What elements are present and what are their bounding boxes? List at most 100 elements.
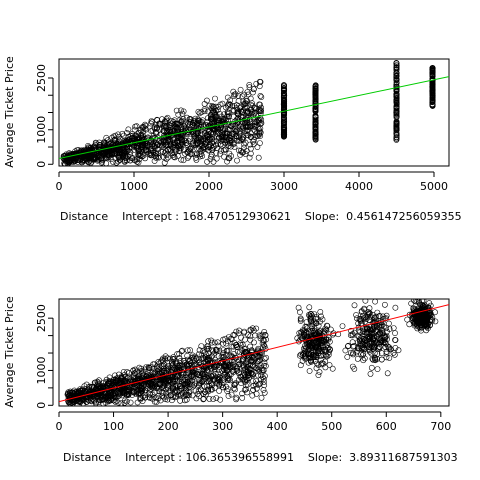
- data-point: [220, 115, 227, 122]
- x-tick-label: 700: [430, 420, 451, 433]
- data-point: [362, 299, 369, 304]
- data-point: [412, 311, 419, 318]
- data-point: [320, 327, 327, 334]
- data-point: [246, 117, 253, 124]
- data-point: [256, 78, 263, 85]
- data-point: [393, 112, 400, 119]
- data-point: [255, 366, 262, 373]
- data-point: [373, 326, 380, 333]
- data-point: [219, 136, 226, 143]
- data-point: [181, 365, 188, 372]
- data-point: [214, 339, 221, 346]
- data-point: [255, 372, 262, 379]
- data-point: [323, 326, 330, 333]
- data-point: [378, 356, 385, 363]
- data-point: [209, 373, 215, 380]
- data-point: [245, 372, 252, 378]
- data-point: [133, 123, 140, 130]
- data-point: [201, 129, 208, 136]
- data-point: [163, 393, 170, 400]
- data-point: [249, 325, 256, 332]
- data-point: [257, 107, 264, 113]
- data-point: [176, 355, 183, 362]
- data-point: [381, 301, 388, 308]
- data-point: [302, 323, 309, 330]
- data-point: [156, 121, 163, 127]
- data-point: [295, 304, 302, 311]
- data-point: [253, 325, 260, 332]
- data-point: [382, 335, 388, 342]
- data-point: [186, 358, 193, 365]
- data-point: [250, 386, 256, 393]
- data-point: [297, 333, 304, 340]
- data-point: [374, 366, 381, 372]
- data-point: [162, 139, 169, 145]
- data-point: [257, 357, 263, 363]
- data-point: [235, 92, 241, 99]
- data-point: [260, 387, 267, 393]
- data-point: [248, 100, 255, 106]
- data-point: [305, 349, 312, 356]
- data-point: [154, 125, 160, 132]
- data-point: [179, 347, 186, 354]
- data-point: [236, 137, 242, 144]
- data-point: [242, 124, 249, 130]
- data-point: [164, 396, 171, 403]
- data-point: [246, 369, 252, 376]
- data-point: [174, 128, 181, 135]
- data-point: [429, 84, 436, 91]
- data-point: [261, 355, 268, 362]
- data-point: [312, 94, 319, 101]
- data-point: [225, 121, 232, 127]
- data-point: [229, 120, 236, 127]
- data-point: [322, 351, 329, 358]
- data-point: [242, 374, 249, 381]
- data-point: [148, 380, 155, 387]
- data-point: [204, 383, 210, 390]
- data-point: [280, 82, 287, 88]
- data-point: [161, 394, 167, 401]
- data-point: [239, 93, 246, 100]
- data-point: [246, 154, 253, 161]
- data-point: [312, 120, 319, 127]
- data-point: [250, 362, 256, 369]
- data-point: [161, 123, 168, 129]
- data-point: [131, 376, 138, 383]
- data-point: [114, 146, 121, 153]
- data-point: [170, 376, 177, 382]
- data-point: [415, 316, 422, 323]
- data-point: [178, 107, 184, 114]
- data-point: [329, 365, 336, 372]
- data-point: [254, 358, 261, 365]
- x-tick-label: 0: [56, 180, 63, 193]
- x-tick-label: 4000: [345, 180, 373, 193]
- data-point: [191, 151, 198, 158]
- data-point: [200, 348, 206, 355]
- data-point: [429, 88, 436, 95]
- data-point: [125, 390, 132, 397]
- data-point: [214, 380, 221, 386]
- data-point: [386, 355, 393, 361]
- data-point: [214, 378, 221, 385]
- data-point: [233, 137, 240, 144]
- data-point: [257, 114, 263, 121]
- data-point: [245, 331, 251, 338]
- data-point: [216, 387, 222, 394]
- data-point: [155, 395, 162, 402]
- data-point: [153, 399, 160, 405]
- data-point: [151, 398, 158, 405]
- data-point: [367, 370, 374, 377]
- data-point: [204, 356, 211, 363]
- data-point: [200, 145, 207, 152]
- data-point: [193, 395, 200, 402]
- data-point: [168, 371, 175, 378]
- data-point: [146, 390, 153, 397]
- data-point: [145, 381, 152, 388]
- data-point: [163, 148, 169, 155]
- data-point: [261, 382, 268, 389]
- data-point: [140, 383, 147, 390]
- y-axis-label: Average Ticket Price: [3, 56, 16, 168]
- data-point: [189, 355, 195, 361]
- data-point: [158, 376, 164, 383]
- data-point: [124, 398, 130, 405]
